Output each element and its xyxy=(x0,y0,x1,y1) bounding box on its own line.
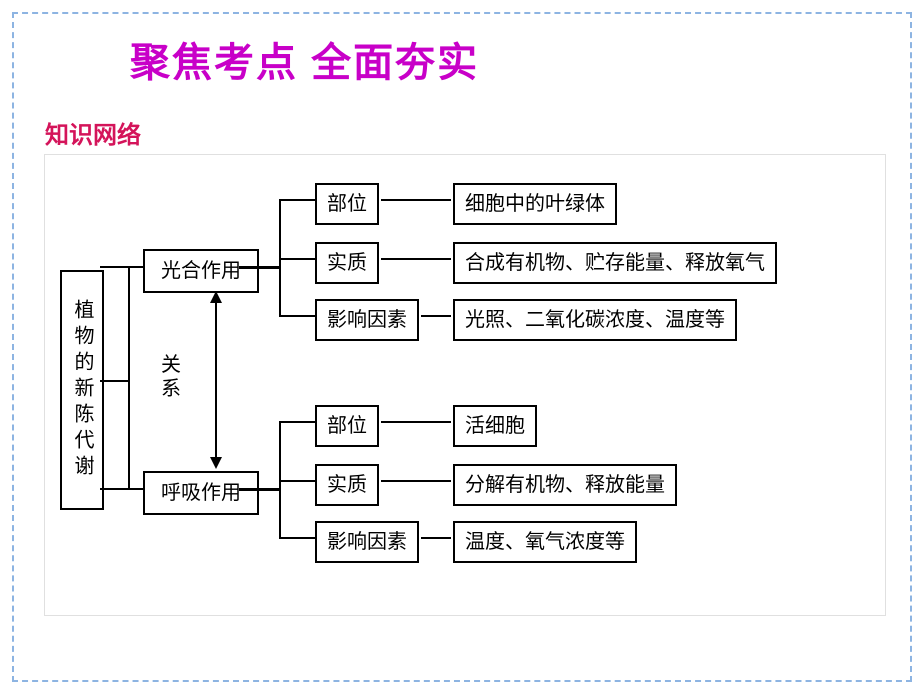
a1-label-box: 部位 xyxy=(315,183,379,225)
root-node: 植物的新陈代谢 xyxy=(60,270,104,510)
connector xyxy=(421,315,451,317)
connector xyxy=(279,421,315,423)
arrow-down xyxy=(210,457,222,469)
a1-value: 细胞中的叶绿体 xyxy=(465,193,605,215)
section-subtitle: 知识网络 xyxy=(45,115,141,150)
branch-a-node: 光合作用 xyxy=(143,249,259,293)
a1-value-box: 细胞中的叶绿体 xyxy=(453,183,617,225)
connector xyxy=(279,537,315,539)
connector xyxy=(128,266,130,488)
connector xyxy=(239,488,279,491)
connector xyxy=(239,266,279,269)
a2-value: 合成有机物、贮存能量、释放氧气 xyxy=(465,252,765,274)
b1-value-box: 活细胞 xyxy=(453,405,537,447)
branch-a-label: 光合作用 xyxy=(161,260,241,282)
b2-value: 分解有机物、释放能量 xyxy=(465,474,665,496)
connector xyxy=(100,380,128,382)
connector xyxy=(381,480,451,482)
connector xyxy=(381,421,451,423)
b1-label-box: 部位 xyxy=(315,405,379,447)
connector xyxy=(279,315,315,317)
a3-value-box: 光照、二氧化碳浓度、温度等 xyxy=(453,299,737,341)
b3-value: 温度、氧气浓度等 xyxy=(465,531,625,553)
a2-value-box: 合成有机物、贮存能量、释放氧气 xyxy=(453,242,777,284)
b1-value: 活细胞 xyxy=(465,415,525,437)
a2-label: 实质 xyxy=(327,252,367,274)
a3-value: 光照、二氧化碳浓度、温度等 xyxy=(465,309,725,331)
branch-b-label: 呼吸作用 xyxy=(161,482,241,504)
connector xyxy=(381,199,451,201)
b2-value-box: 分解有机物、释放能量 xyxy=(453,464,677,506)
b3-label-box: 影响因素 xyxy=(315,521,419,563)
connector xyxy=(279,480,315,482)
a3-label-box: 影响因素 xyxy=(315,299,419,341)
connector xyxy=(381,258,451,260)
connector xyxy=(128,266,143,268)
root-label: 植物的新陈代谢 xyxy=(71,299,93,481)
b3-value-box: 温度、氧气浓度等 xyxy=(453,521,637,563)
connector xyxy=(100,266,128,268)
branch-b-node: 呼吸作用 xyxy=(143,471,259,515)
concept-map: 植物的新陈代谢 光合作用 呼吸作用 关系 部位 实质 影响因素 细胞中的叶绿 xyxy=(45,155,885,615)
b3-label: 影响因素 xyxy=(327,531,407,553)
a2-label-box: 实质 xyxy=(315,242,379,284)
a3-label: 影响因素 xyxy=(327,309,407,331)
b1-label: 部位 xyxy=(327,415,367,437)
relation-arrow xyxy=(215,303,217,457)
b2-label: 实质 xyxy=(327,474,367,496)
connector xyxy=(279,199,315,201)
connector xyxy=(421,537,451,539)
page-title: 聚焦考点 全面夯实 xyxy=(130,30,479,88)
b2-label-box: 实质 xyxy=(315,464,379,506)
a1-label: 部位 xyxy=(327,193,367,215)
relation-label: 关系 xyxy=(157,353,185,401)
arrow-up xyxy=(210,291,222,303)
connector xyxy=(279,258,315,260)
connector xyxy=(100,488,143,490)
